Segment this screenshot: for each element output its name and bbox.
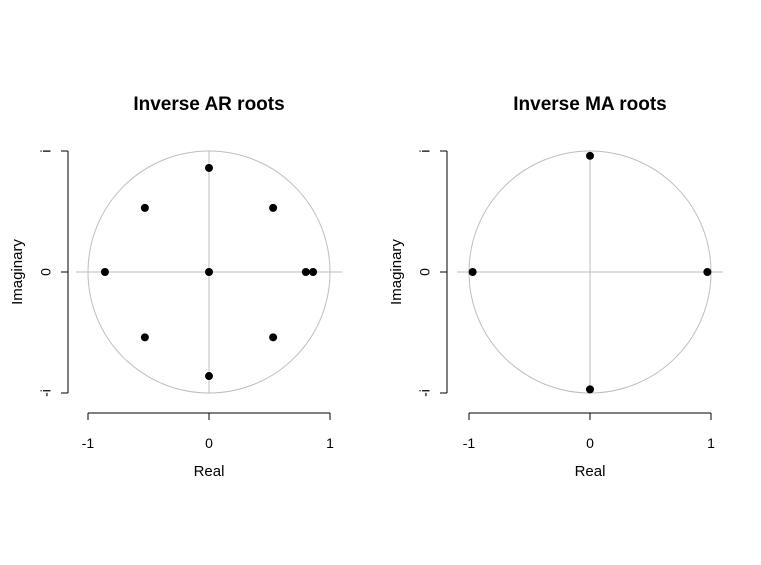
y-tick-label: 0 (38, 268, 54, 276)
x-tick-label: -1 (82, 435, 95, 451)
root-point (586, 385, 594, 394)
y-axis-label: Imaginary (388, 239, 405, 305)
chart-panel-2: Inverse MA roots -1 0 1 Real -i 0 i Imaginary (388, 94, 723, 480)
root-point (301, 268, 310, 276)
x-axis-label: Real (575, 463, 606, 480)
x-tick-label: 1 (326, 435, 334, 451)
y-tick-label: -i (417, 389, 433, 397)
root-point (140, 203, 149, 212)
root-point (205, 163, 213, 172)
root-point (205, 372, 213, 381)
x-tick-label: -1 (463, 435, 476, 451)
y-tick-label: 0 (417, 268, 433, 276)
root-point (586, 151, 594, 160)
root-point (140, 333, 149, 342)
root-point (269, 333, 278, 342)
root-point (100, 268, 109, 276)
y-tick-label: -i (38, 389, 54, 397)
x-tick-label: 0 (586, 435, 594, 451)
y-tick-label: i (38, 149, 54, 152)
chart-panel-1: Inverse AR roots -1 0 1 Real -i 0 i Imaginary (9, 94, 342, 480)
root-point (468, 268, 477, 276)
x-tick-label: 1 (707, 435, 715, 451)
y-axis-label: Imaginary (9, 239, 26, 305)
root-point (703, 268, 712, 276)
x-axis-label: Real (194, 463, 225, 480)
x-tick-label: 0 (205, 435, 213, 451)
chart-title: Inverse MA roots (513, 94, 666, 115)
root-point (205, 268, 213, 276)
root-point (269, 203, 278, 212)
y-tick-label: i (417, 149, 433, 152)
root-point (309, 268, 318, 276)
chart-title: Inverse AR roots (133, 94, 284, 115)
